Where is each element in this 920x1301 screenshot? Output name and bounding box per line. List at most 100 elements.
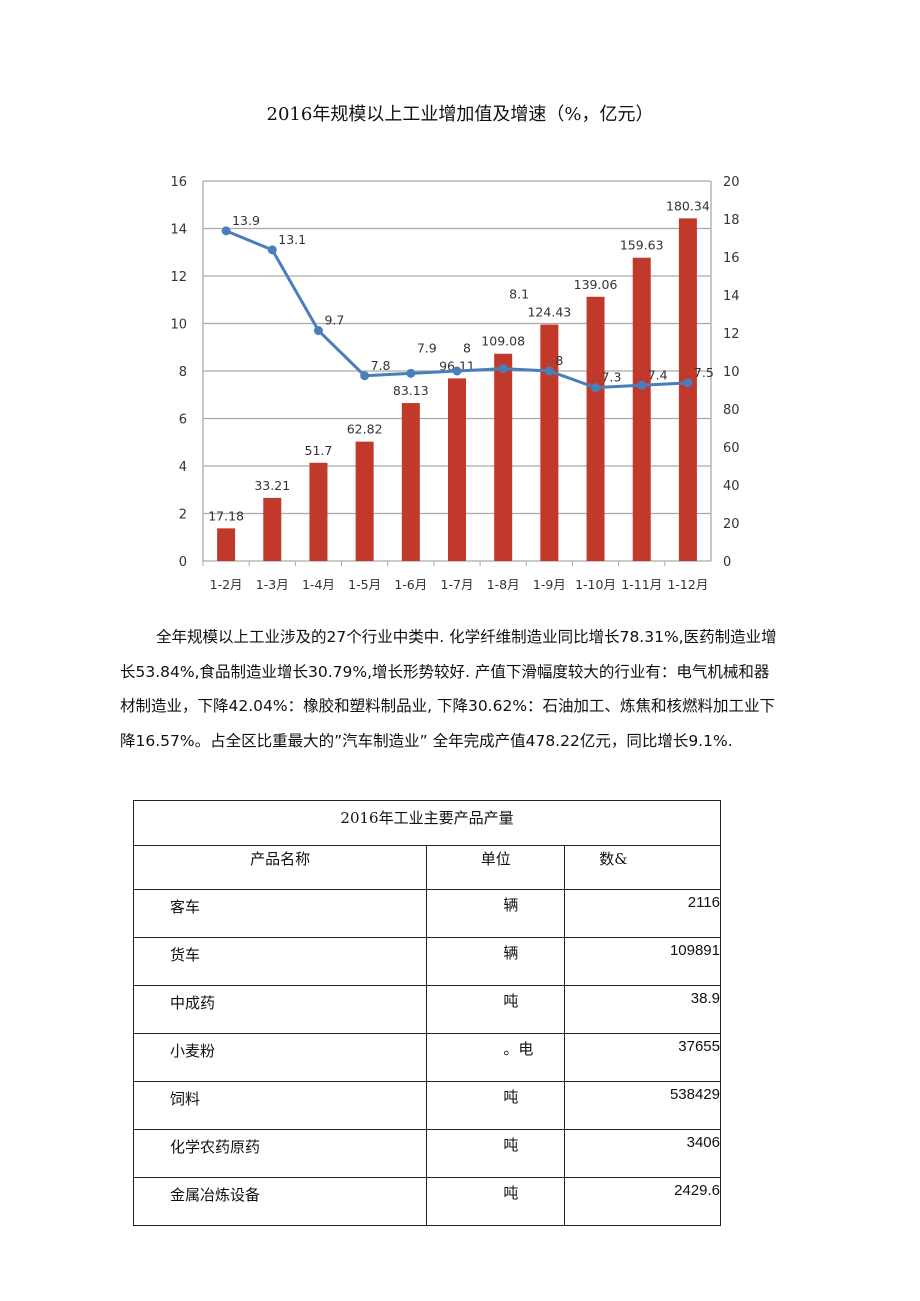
right-tick-label: 160 <box>723 251 740 266</box>
bar <box>586 296 605 561</box>
line-label: 9.7 <box>324 313 344 328</box>
line-point <box>221 226 231 236</box>
line-point <box>406 368 416 378</box>
cell-qty: 37655 <box>564 1033 721 1082</box>
right-tick-label: 60 <box>723 441 740 456</box>
line-label: 7.5 <box>694 365 714 380</box>
right-tick-label: 20 <box>723 517 740 532</box>
bar <box>217 528 236 561</box>
left-tick-label: 10 <box>170 318 187 333</box>
cell-name: 化学农药原药 <box>132 1129 428 1178</box>
chart-title: 2016年规模以上工业增加值及增速（%，亿元） <box>266 104 654 125</box>
bar <box>355 441 374 561</box>
cell-qty: 38.9 <box>564 985 721 1034</box>
table-row: 客车辆 2116 <box>132 889 721 938</box>
header-quantity: 数& <box>564 845 721 890</box>
cell-name: 金属冶炼设备 <box>132 1177 428 1226</box>
combo-chart: 0246810121416020406080100120140160180200… <box>170 175 740 592</box>
x-tick-label: 1-7月 <box>441 577 474 592</box>
cell-unit: 吨 <box>426 985 566 1034</box>
line-label: 13.9 <box>232 213 260 228</box>
left-tick-label: 0 <box>179 555 187 570</box>
bar <box>401 403 420 561</box>
x-tick-label: 1-11月 <box>621 577 662 592</box>
bar-label: 139.06 <box>574 277 618 292</box>
x-tick-label: 1-10月 <box>575 577 616 592</box>
x-tick-label: 1-4月 <box>302 577 335 592</box>
bar-label: 109.08 <box>481 334 525 349</box>
line-point <box>360 371 370 381</box>
line-label: 8 <box>555 353 563 368</box>
cell-unit: 。电 <box>426 1033 566 1082</box>
left-tick-label: 8 <box>179 365 187 380</box>
right-tick-label: 140 <box>723 289 740 304</box>
line-label: 7.8 <box>371 358 391 373</box>
line-point <box>267 245 277 255</box>
table-row: 化学农药原药吨 3406 <box>132 1129 721 1178</box>
product-output-table: 2016年工业主要产品产量 产品名称 单位 数& 客车辆 2116 货车辆 10989… <box>132 800 721 1226</box>
cell-name: 饲料 <box>132 1081 428 1130</box>
cell-qty: 538429 <box>564 1081 721 1130</box>
x-tick-label: 1-12月 <box>667 577 708 592</box>
x-tick-label: 1-2月 <box>210 577 243 592</box>
bar-label: 17.18 <box>208 508 244 523</box>
cell-unit: 辆 <box>426 889 566 938</box>
bar <box>540 324 559 561</box>
line-label: 13.1 <box>278 232 306 247</box>
bar-label: 62.82 <box>347 422 383 437</box>
x-tick-label: 1-5月 <box>348 577 381 592</box>
line-label: 7.9 <box>417 340 437 355</box>
cell-unit: 吨 <box>426 1129 566 1178</box>
right-tick-label: 80 <box>723 403 740 418</box>
cell-qty: 109891 <box>564 937 721 986</box>
right-tick-label: 200 <box>723 175 740 190</box>
right-tick-label: 40 <box>723 479 740 494</box>
line-point <box>591 383 601 393</box>
table-caption: 2016年工业主要产品产量 <box>133 800 721 846</box>
cell-unit: 吨 <box>426 1177 566 1226</box>
table-row: 小麦粉 。电 37655 <box>132 1033 721 1082</box>
left-tick-label: 6 <box>179 413 187 428</box>
bar-label: 51.7 <box>305 443 333 458</box>
line-label: 8 <box>463 340 471 355</box>
table-row: 中成药吨 38.9 <box>132 985 721 1034</box>
header-unit: 单位 <box>426 845 566 890</box>
line-label: 7.4 <box>648 367 668 382</box>
bar-label: 33.21 <box>254 478 290 493</box>
line-point <box>637 380 647 390</box>
table-row: 金属冶炼设备吨 2429.6 <box>132 1177 721 1226</box>
right-tick-label: 120 <box>723 327 740 342</box>
cell-unit: 辆 <box>426 937 566 986</box>
bar <box>263 497 282 561</box>
left-tick-label: 4 <box>179 460 187 475</box>
bar <box>448 378 466 561</box>
cell-qty: 3406 <box>564 1129 721 1178</box>
header-product-name: 产品名称 <box>132 845 428 890</box>
cell-qty: 2429.6 <box>564 1177 721 1226</box>
cell-qty: 2116 <box>564 889 721 938</box>
bar <box>632 257 651 561</box>
line-point <box>452 366 462 376</box>
cell-name: 小麦粉 <box>132 1033 428 1082</box>
body-paragraph: 全年规模以上工业涉及的27个行业中类中. 化学纤维制造业同比增长78.31%,医… <box>120 628 777 750</box>
x-tick-label: 1-3月 <box>256 577 289 592</box>
left-tick-label: 14 <box>170 223 187 238</box>
cell-unit: 吨 <box>426 1081 566 1130</box>
bar <box>678 218 697 561</box>
left-tick-label: 2 <box>179 508 187 523</box>
bar-label: 159.63 <box>620 238 664 253</box>
table-row: 货车辆 109891 <box>132 937 721 986</box>
right-tick-label: 180 <box>723 213 740 228</box>
line-point <box>313 326 323 336</box>
left-tick-label: 12 <box>170 270 187 285</box>
line-point <box>498 364 508 374</box>
bar-label: 83.13 <box>393 383 429 398</box>
x-tick-label: 1-6月 <box>394 577 427 592</box>
x-tick-label: 1-8月 <box>487 577 520 592</box>
cell-name: 中成药 <box>132 985 428 1034</box>
cell-name: 货车 <box>132 937 428 986</box>
line-label: 7.3 <box>602 370 622 385</box>
right-tick-label: 0 <box>723 555 731 570</box>
line-point <box>683 378 693 388</box>
